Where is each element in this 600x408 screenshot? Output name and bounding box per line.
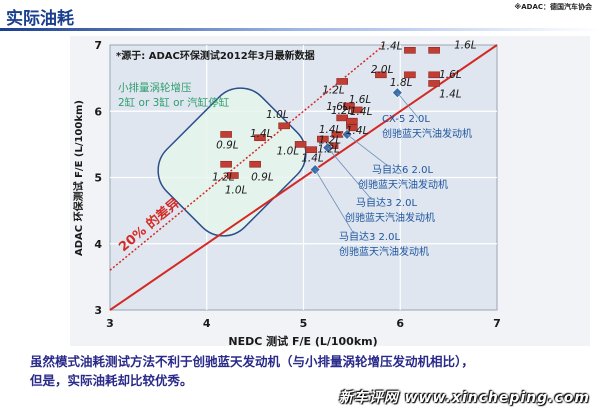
point-label: 1.4L — [439, 88, 462, 100]
source-note: *源于: ADAC环保测试2012年3月最新数据 — [116, 49, 315, 62]
data-point — [294, 141, 307, 148]
point-label: 0.9L — [251, 171, 274, 183]
y-tick-label: 4 — [94, 238, 102, 251]
point-label: 1.8L — [390, 77, 413, 89]
callout-line-2: 创驰蓝天汽油发动机 — [345, 211, 435, 224]
axis-ticks: 3 4 5 6 7 3 4 5 6 7 — [94, 39, 500, 330]
caption-line-2: 但是，实际油耗却比较优秀。 — [30, 373, 193, 388]
twenty-percent-line — [109, 44, 385, 271]
highlight-label-line-1: 小排量涡轮增压 — [118, 81, 192, 94]
point-label: 1.4L — [350, 106, 373, 118]
point-label: 1.6L — [349, 94, 372, 106]
callout-line-1: 马自达6 2.0L — [372, 163, 433, 176]
callout-line-1: 马自达3 2.0L — [356, 196, 417, 209]
y-axis-label: ADAC 环保测试 F/E (L/100km) — [72, 100, 85, 256]
point-label: 1.6L — [439, 69, 462, 81]
data-point — [428, 46, 440, 54]
data-point — [346, 124, 358, 132]
point-labels: 0.9L1.4L1.0L1.2L 0.9L1.0L1.0L1.4L1.4L1.2L… — [212, 39, 477, 196]
point-label: 1.0L — [225, 185, 248, 197]
data-point — [428, 71, 440, 79]
point-label: 1.6L — [326, 101, 349, 113]
point-label: 1.2L — [331, 105, 354, 117]
y-tick-label: 3 — [94, 304, 102, 317]
x-tick-label: 3 — [106, 317, 114, 330]
x-tick-label: 7 — [493, 317, 501, 330]
point-label: 1.4L — [319, 124, 342, 136]
callout-leader — [314, 169, 355, 235]
point-label: 0.9L — [216, 139, 239, 151]
point-label: 1.2L — [319, 135, 342, 147]
data-point — [404, 71, 416, 79]
data-point — [254, 134, 266, 142]
data-point — [346, 117, 358, 125]
point-label: 1.0L — [266, 109, 289, 121]
caption: 虽然模式油耗测试方法不利于创驰蓝天发动机（与小排量涡轮增压发动机相比）， 但是，… — [30, 352, 590, 390]
point-label: 1.4L — [250, 128, 273, 140]
source-note-top: ※ADAC：德国汽车协会 — [514, 3, 592, 11]
callout-line-2: 创驰蓝天汽油发动机 — [358, 178, 448, 191]
point-label: 1.0L — [277, 145, 300, 157]
data-point — [375, 71, 387, 79]
point-label: 2.0L — [371, 64, 394, 76]
data-point — [227, 172, 239, 179]
callout-leader — [346, 134, 389, 167]
data-point — [336, 78, 349, 85]
callout-line-2: 创驰蓝天汽油发动机 — [382, 127, 472, 140]
caption-line-1: 虽然模式油耗测试方法不利于创驰蓝天发动机（与小排量涡轮增压发动机相比）， — [30, 354, 474, 369]
y-tick-label: 7 — [94, 39, 102, 52]
y-tick-label: 6 — [94, 105, 102, 118]
data-point — [249, 160, 261, 168]
highlight-label-line-2: 2缸 or 3缸 or 汽缸停缸 — [118, 96, 230, 109]
point-label: 1.2L — [212, 171, 235, 183]
callout-line-1: CX-5 2.0L — [382, 114, 430, 125]
data-point — [350, 106, 363, 114]
data-point — [404, 46, 416, 54]
data-point — [220, 131, 232, 138]
data-point — [317, 135, 329, 143]
point-label: 1.4L — [301, 153, 324, 165]
page-title: 实际油耗 — [6, 9, 74, 29]
equal-line — [109, 44, 498, 311]
data-point — [278, 122, 290, 130]
callout-leader — [397, 92, 421, 121]
callout-line-2: 创驰蓝天汽油发动机 — [339, 245, 429, 258]
point-label: 1.4L — [346, 125, 369, 137]
callout-line-1: 马自达3 2.0L — [339, 230, 400, 243]
reference-lines — [109, 44, 498, 311]
x-tick-label: 4 — [203, 317, 211, 330]
callout-leader — [327, 147, 373, 201]
data-point — [305, 146, 318, 153]
x-tick-label: 6 — [396, 317, 404, 330]
data-point — [343, 102, 355, 110]
x-tick-label: 5 — [300, 317, 308, 330]
data-point — [220, 160, 232, 168]
y-tick-label: 5 — [94, 172, 102, 185]
data-point — [336, 114, 349, 122]
title-rule — [0, 28, 600, 31]
data-point — [428, 80, 440, 87]
watermark: 新车评网 www.xincheping.com — [338, 390, 590, 406]
x-axis-label: NEDC 测试 F/E (L/100km) — [228, 334, 377, 348]
point-label: 1.4L — [380, 40, 403, 52]
point-label: 1.2L — [322, 84, 345, 96]
point-label: 1.6L — [454, 39, 477, 51]
